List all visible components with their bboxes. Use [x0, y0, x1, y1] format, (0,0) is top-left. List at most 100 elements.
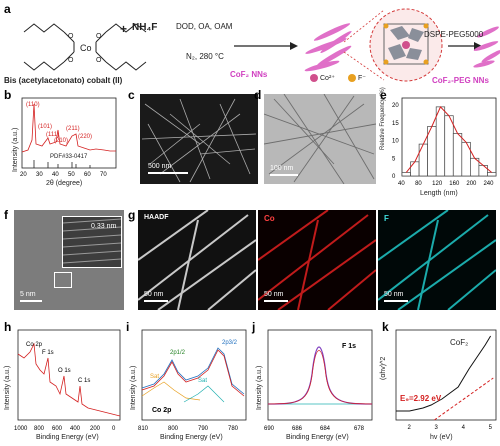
xrd-peak-label-5: (220)	[78, 134, 92, 140]
co-map-image: Co 50 nm	[258, 210, 376, 310]
svg-text:F 1s: F 1s	[42, 350, 54, 356]
svg-text:20: 20	[20, 172, 27, 178]
tauc-xtick: 2	[408, 425, 412, 431]
tauc-plot: 2 3 4 5	[395, 329, 497, 431]
xps-survey: Co 2p F 1s O 1s C 1s 1000 800 600 400 200 0	[14, 329, 121, 432]
tem-scale-label: 100 nm	[270, 165, 294, 172]
xps-survey-ylabel: Intensity (a.u.)	[4, 365, 11, 410]
tauc-xtick: 4	[462, 425, 466, 431]
svg-text:800: 800	[168, 426, 179, 432]
legend-co-ion: Co²⁺	[320, 75, 335, 82]
tauc-frame	[395, 329, 497, 421]
svg-text:678: 678	[354, 426, 365, 432]
tem-needles	[264, 94, 376, 184]
svg-text:690: 690	[264, 426, 275, 432]
hist-bar	[478, 165, 488, 177]
svg-text:Co: Co	[80, 43, 92, 53]
svg-text:810: 810	[138, 426, 149, 432]
hist-ytick: 20	[392, 103, 399, 109]
hist-ytick: 0	[392, 174, 396, 180]
svg-text:30: 30	[36, 172, 43, 178]
tauc-xtick: 5	[489, 425, 493, 431]
hrtem-image: 0.33 nm 5 nm	[14, 210, 124, 310]
tauc-eg-label: E₉=2.92 eV	[400, 394, 442, 403]
hrtem-inset: 0.33 nm	[62, 216, 122, 268]
hist-xtick: 240	[483, 181, 494, 187]
svg-text:600: 600	[52, 426, 63, 432]
svg-text:686: 686	[292, 426, 303, 432]
panel-label-g: g	[128, 208, 136, 222]
panel-label-e: e	[380, 88, 387, 102]
crystal-structure-icon	[383, 23, 429, 65]
xrd-peak-label-1: (101)	[38, 124, 52, 130]
hist-xlabel: Length (nm)	[420, 190, 458, 197]
xps-f1s: F 1s 690 686 684 678	[264, 329, 373, 432]
xps-f1s-xlabel: Binding Energy (eV)	[286, 434, 349, 441]
svg-text:2p1/2: 2p1/2	[170, 350, 186, 356]
svg-text:O: O	[68, 33, 74, 40]
hist-bar	[444, 115, 454, 177]
hrtem-scalebar	[20, 300, 42, 302]
f-map-title: F	[384, 214, 389, 223]
tauc-series-line	[396, 335, 492, 412]
co-map-scale-label: 50 nm	[264, 291, 284, 298]
sem-image: 500 nm	[140, 94, 258, 184]
hrtem-scale-label: 5 nm	[20, 291, 36, 298]
hist-bar	[435, 106, 446, 177]
svg-text:Co 2p: Co 2p	[152, 407, 171, 414]
xps-f1s-ylabel: Intensity (a.u.)	[256, 365, 263, 410]
svg-text:O: O	[96, 33, 102, 40]
svg-text:C 1s: C 1s	[78, 378, 90, 384]
hist-xtick: 160	[449, 181, 460, 187]
hist-xtick: 80	[415, 181, 422, 187]
panel-label-d: d	[254, 88, 262, 102]
xps-survey-xlabel: Binding Energy (eV)	[36, 434, 99, 441]
svg-text:Sat: Sat	[150, 374, 159, 380]
panel-label-a: a	[4, 2, 11, 16]
plus-sign: +	[120, 22, 128, 36]
tauc-ylabel: (αhv)^2	[380, 356, 387, 380]
svg-text:O: O	[68, 57, 74, 64]
haadf-scalebar	[144, 300, 168, 302]
svg-text:70: 70	[100, 172, 107, 178]
svg-text:780: 780	[228, 426, 239, 432]
panel-label-k: k	[382, 320, 389, 334]
co-map-title: Co	[264, 214, 275, 223]
svg-text:O: O	[96, 57, 102, 64]
svg-text:800: 800	[34, 426, 45, 432]
xrd-ylabel: Intensity (a.u.)	[12, 127, 19, 172]
product-label-2: CoF₂-PEG NNs	[432, 76, 489, 85]
panel-label-j: j	[252, 320, 256, 334]
panel-label-b: b	[4, 88, 12, 102]
panel-label-h: h	[4, 320, 12, 334]
panel-label-c: c	[128, 88, 135, 102]
legend-f-ion: F⁻	[358, 75, 366, 82]
tem-scalebar	[270, 174, 298, 176]
hist-fit-curve	[405, 105, 493, 173]
xrd-peak-label-0: (110)	[26, 102, 40, 108]
reagent-nh4f: NH₄F	[132, 22, 158, 33]
conditions-bottom: N₂, 280 °C	[186, 52, 224, 61]
precursor-name: Bis (acetylacetonato) cobalt (II)	[4, 76, 123, 85]
hrtem-region-box	[54, 272, 72, 288]
hist-xtick: 40	[398, 181, 405, 187]
sem-scalebar	[148, 172, 188, 174]
synthesis-scheme: Co O O O O	[23, 8, 500, 82]
f-map-image: F 50 nm	[378, 210, 496, 310]
f-map-scale-label: 50 nm	[384, 291, 404, 298]
lattice-spacing-label: 0.33 nm	[91, 223, 117, 230]
svg-text:Sat: Sat	[198, 378, 207, 384]
nanoneedles-1	[304, 23, 352, 72]
nanoneedles-2	[473, 26, 500, 68]
xrd-peak-label-3: (210)	[54, 138, 68, 144]
svg-text:684: 684	[320, 426, 331, 432]
hist-bar	[452, 133, 463, 177]
conditions-top: DOD, OA, OAM	[176, 22, 233, 31]
xrd-reference: PDF#33-0417	[50, 154, 88, 160]
hist-bar	[401, 172, 411, 177]
hist-ytick: 10	[392, 139, 399, 145]
xrd-peak-label-2: (111)	[46, 132, 59, 138]
panel-label-i: i	[126, 320, 130, 334]
hist-bar	[418, 143, 428, 177]
xps-co2p: 2p1/2 2p3/2 Sat Sat Co 2p 810 800 790 780	[138, 329, 247, 432]
